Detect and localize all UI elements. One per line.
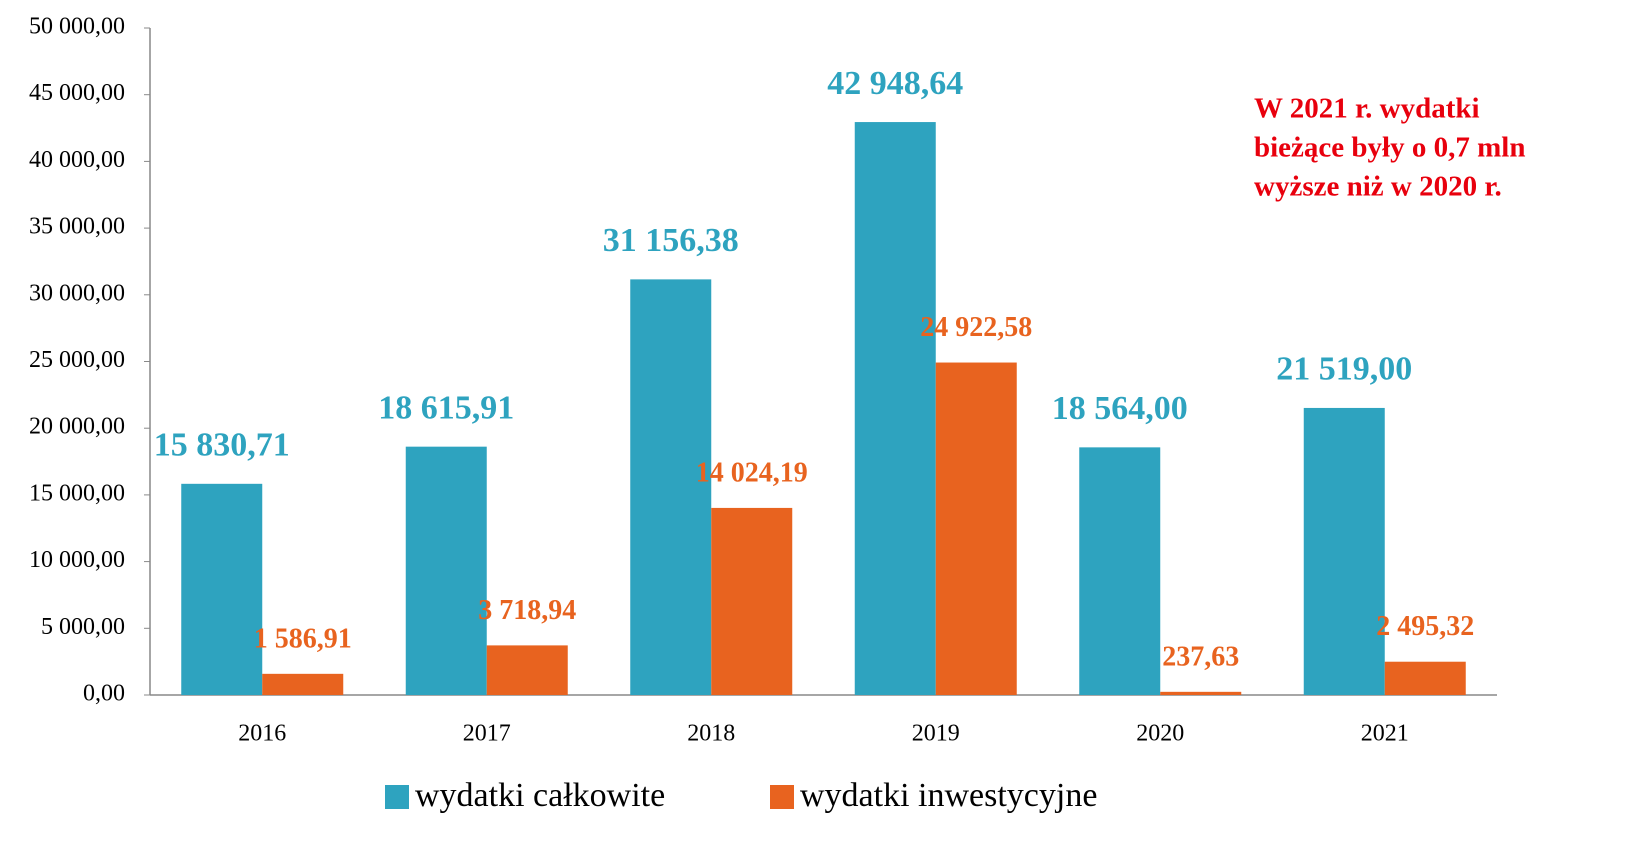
annotation: W 2021 r. wydatki xyxy=(1254,93,1480,125)
x-tick-label: 2016 xyxy=(238,721,286,747)
data-label: 21 519,00 xyxy=(1276,351,1412,388)
bar xyxy=(1303,407,1385,695)
x-tick-label: 2017 xyxy=(463,721,511,747)
data-label: 1 586,91 xyxy=(254,623,352,654)
y-tick-label: 50 000,00 xyxy=(29,14,125,40)
bar xyxy=(405,446,487,695)
data-label: 237,63 xyxy=(1162,641,1239,672)
annotation: bieżące były o 0,7 mln xyxy=(1254,132,1525,164)
bar xyxy=(181,483,263,695)
data-label: 31 156,38 xyxy=(603,222,739,259)
y-tick-label: 40 000,00 xyxy=(29,147,125,173)
bar xyxy=(262,673,344,695)
y-tick-label: 5 000,00 xyxy=(41,614,125,640)
bar xyxy=(1384,661,1466,695)
x-tick-label: 2018 xyxy=(687,721,735,747)
legend-label: wydatki inwestycyjne xyxy=(800,777,1097,814)
bar xyxy=(486,645,568,695)
annotation: wyższe niż w 2020 r. xyxy=(1254,171,1502,203)
y-tick-label: 10 000,00 xyxy=(29,547,125,573)
data-label: 42 948,64 xyxy=(827,65,963,102)
y-tick-label: 45 000,00 xyxy=(29,80,125,106)
y-tick-label: 25 000,00 xyxy=(29,347,125,373)
bar xyxy=(1079,447,1161,695)
data-label: 15 830,71 xyxy=(154,427,290,464)
legend-label: wydatki całkowite xyxy=(415,777,665,814)
y-tick-label: 35 000,00 xyxy=(29,214,125,240)
bar xyxy=(854,122,936,696)
data-label: 24 922,58 xyxy=(920,312,1032,343)
x-tick-label: 2021 xyxy=(1361,721,1409,747)
bar xyxy=(711,507,793,695)
data-label: 18 564,00 xyxy=(1052,390,1188,427)
y-tick-label: 15 000,00 xyxy=(29,480,125,506)
x-tick-label: 2020 xyxy=(1136,721,1184,747)
x-tick-label: 2019 xyxy=(912,721,960,747)
bar xyxy=(1160,691,1242,695)
y-tick-label: 0,00 xyxy=(83,681,125,707)
y-tick-label: 20 000,00 xyxy=(29,414,125,440)
legend-swatch xyxy=(385,785,409,809)
data-label: 3 718,94 xyxy=(478,595,576,626)
data-label: 18 615,91 xyxy=(378,389,514,426)
legend-swatch xyxy=(770,785,794,809)
y-tick-label: 30 000,00 xyxy=(29,280,125,306)
data-label: 2 495,32 xyxy=(1376,611,1474,642)
bar xyxy=(630,279,712,695)
data-label: 14 024,19 xyxy=(696,457,808,488)
bar xyxy=(935,362,1017,695)
